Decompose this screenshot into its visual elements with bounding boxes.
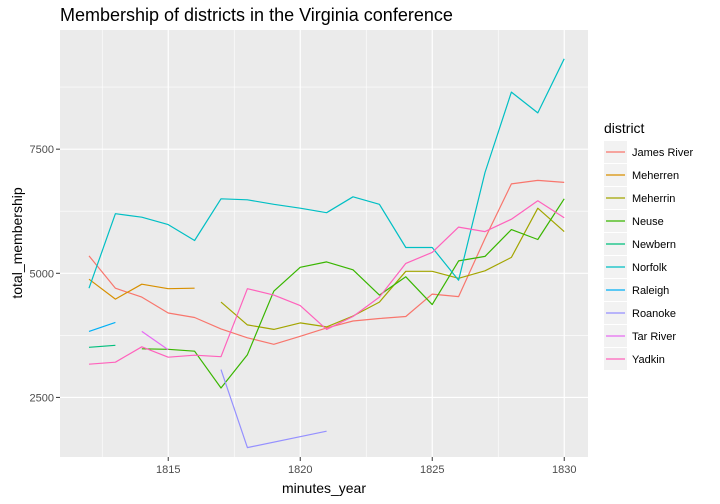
series-line-tar-river — [141, 330, 169, 351]
series-line-norfolk — [88, 58, 565, 289]
plot-panel — [60, 30, 588, 457]
series-line-raleigh — [88, 321, 116, 332]
legend-label: Tar River — [632, 331, 676, 343]
legend-label: Roanoke — [632, 308, 676, 320]
x-tick-label: 1825 — [420, 464, 444, 476]
grid-lines — [60, 30, 588, 457]
series-line-yadkin — [88, 200, 565, 365]
legend-label: Yadkin — [632, 354, 665, 366]
legend: district James River Meherren Meherrin Neus… — [604, 120, 693, 370]
legend-label: Norfolk — [632, 262, 667, 274]
series-line-meherrin — [220, 207, 565, 330]
x-tick-label: 1815 — [156, 464, 180, 476]
x-axis-ticks: 1815 1820 1825 1830 — [156, 457, 576, 476]
y-axis-title: total_membership — [9, 187, 25, 298]
legend-label: Raleigh — [632, 285, 669, 297]
legend-label: Meherrin — [632, 193, 675, 205]
legend-label: Newbern — [632, 239, 676, 251]
legend-items: James River Meherren Meherrin Neuse Newbern N… — [604, 141, 693, 370]
series-line-newbern — [88, 344, 116, 348]
series-line-meherren — [88, 278, 195, 300]
series-lines — [88, 58, 565, 449]
legend-label: Meherren — [632, 170, 679, 182]
y-tick-label: 2500 — [30, 392, 54, 404]
x-axis-title: minutes_year — [282, 480, 366, 496]
legend-label: James River — [632, 147, 693, 159]
series-line-roanoke — [220, 369, 327, 449]
series-line-neuse — [141, 198, 565, 389]
legend-title: district — [604, 120, 645, 136]
legend-label: Neuse — [632, 216, 664, 228]
x-tick-label: 1820 — [288, 464, 312, 476]
series-line-james-river — [88, 179, 565, 345]
y-axis-ticks: 2500 5000 7500 — [30, 144, 60, 404]
y-tick-label: 7500 — [30, 144, 54, 156]
x-tick-label: 1830 — [552, 464, 576, 476]
chart-title: Membership of districts in the Virginia … — [60, 5, 453, 25]
y-tick-label: 5000 — [30, 268, 54, 280]
